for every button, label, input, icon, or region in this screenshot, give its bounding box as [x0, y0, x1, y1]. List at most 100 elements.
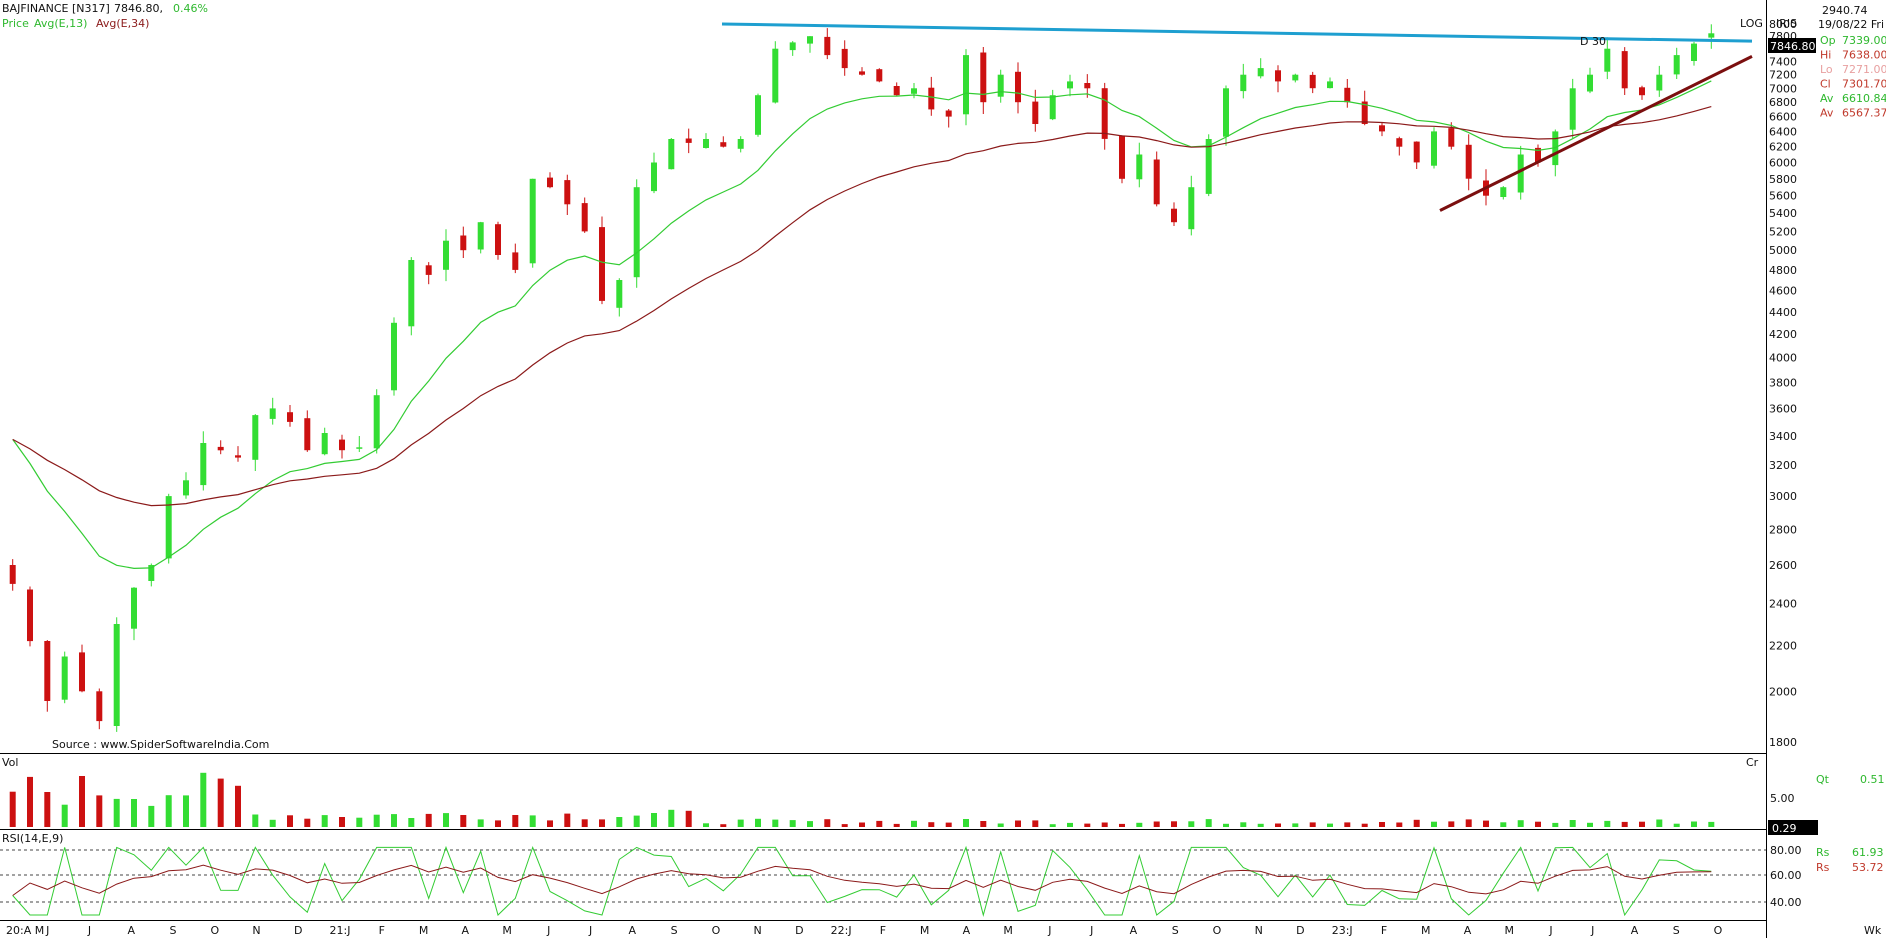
candle-body	[1673, 55, 1680, 75]
volume-bar	[287, 815, 293, 827]
volume-bar	[443, 813, 449, 827]
candle-body	[1015, 71, 1021, 103]
qt-value: 0.51	[1860, 773, 1885, 786]
candle-body	[131, 587, 137, 629]
volume-bar	[1673, 823, 1680, 827]
volume-bar	[9, 791, 16, 827]
month-tick-label: N	[753, 924, 761, 937]
candle-body	[1101, 88, 1108, 139]
volume-bar	[183, 795, 189, 827]
month-tick-label: S	[1673, 924, 1680, 937]
ohlc-value: 6610.84	[1842, 92, 1886, 105]
volume-bar	[1084, 823, 1091, 827]
candle-body	[44, 641, 51, 701]
candle-body	[633, 187, 640, 278]
candle-body	[61, 656, 68, 700]
ohlc-label: Op	[1820, 34, 1836, 47]
rsi-tick-60: 60.00	[1770, 869, 1802, 882]
volume-bar	[512, 815, 519, 827]
candle-body	[1257, 68, 1264, 77]
volume-bar	[44, 792, 51, 827]
ema-13-line	[12, 80, 1712, 570]
candle-body	[148, 565, 155, 581]
price-tick-label: 2800	[1769, 523, 1797, 536]
rsi-line	[12, 845, 1712, 917]
rsi-lines	[12, 845, 1712, 917]
month-tick-label: M	[502, 924, 512, 937]
volume-label: Vol	[2, 756, 18, 769]
volume-bar	[1205, 819, 1212, 827]
last-price: 7846.80,	[114, 2, 163, 15]
month-tick-label: S	[1172, 924, 1179, 937]
candle-body	[165, 496, 172, 559]
volume-bar	[1396, 822, 1403, 827]
candle-body	[1223, 88, 1229, 137]
volume-bar	[391, 814, 397, 827]
ohlc-label: Lo	[1820, 63, 1833, 76]
candle-body	[9, 565, 16, 584]
volume-bar	[460, 815, 467, 827]
timeframe-label: Wk	[1864, 924, 1882, 937]
month-tick-label: D	[795, 924, 803, 937]
candle-body	[356, 447, 363, 449]
candle-body	[1067, 81, 1073, 89]
volume-bar	[876, 820, 883, 827]
candle-body	[1379, 125, 1385, 132]
volume-bar	[564, 813, 571, 827]
volume-bar	[1656, 819, 1663, 827]
month-tick-label: M	[419, 924, 429, 937]
price-tick-label: 7200	[1769, 69, 1797, 82]
candle-body	[1205, 139, 1212, 194]
candle-body	[477, 222, 484, 250]
legend-ma-13: Avg(E,13)	[34, 17, 87, 30]
candle-body	[1431, 131, 1437, 166]
support-line	[1439, 55, 1753, 212]
volume-bar	[96, 795, 103, 827]
candle-body	[859, 71, 865, 75]
price-tick-label: 6200	[1769, 141, 1797, 154]
volume-bar	[79, 776, 85, 827]
volume-bar	[1223, 823, 1229, 827]
candle-body	[217, 446, 224, 451]
volume-bar	[1379, 822, 1385, 827]
volume-bar	[113, 798, 120, 827]
candle-body	[789, 42, 796, 51]
price-tick-label: 5200	[1769, 225, 1797, 238]
month-tick-label: F	[1381, 924, 1387, 937]
candle-body	[997, 74, 1004, 97]
price-tick-label: 3000	[1769, 490, 1797, 503]
percent-change: 0.46%	[173, 2, 208, 15]
month-tick-label: A	[629, 924, 637, 937]
candle-body	[1119, 135, 1125, 179]
candle-body	[339, 439, 345, 451]
month-tick-label: S	[170, 924, 177, 937]
candle-body	[564, 180, 571, 205]
month-tick-label: O	[1213, 924, 1222, 937]
candle-body	[1396, 138, 1403, 147]
month-tick-label: J	[546, 924, 550, 937]
candle-body	[113, 624, 120, 726]
volume-bar	[252, 814, 259, 827]
month-tick-label: J	[1590, 924, 1594, 937]
candle-body	[616, 280, 623, 308]
volume-bar	[997, 823, 1004, 827]
iris-label: IRIS	[1776, 17, 1797, 30]
rsi-label: RSI(14,E,9)	[2, 832, 63, 845]
month-tick-label: 23:J	[1332, 924, 1353, 937]
volume-bar	[703, 823, 709, 827]
candle-body	[1448, 128, 1455, 147]
volume-bar	[1344, 822, 1351, 827]
volume-bar	[859, 822, 865, 827]
volume-current-tag-bg	[1768, 820, 1818, 835]
volume-bar	[1101, 822, 1108, 827]
volume-bar	[1015, 820, 1021, 827]
candle-body	[495, 224, 501, 255]
volume-bar	[321, 815, 328, 827]
panel-frames	[0, 0, 1767, 938]
ohlc-label: Hi	[1820, 49, 1831, 62]
volume-bar	[425, 813, 432, 827]
ohlc-label: Av	[1820, 107, 1834, 120]
volume-bar	[1292, 823, 1299, 827]
candle-body	[1361, 101, 1368, 124]
candle-body	[287, 412, 293, 422]
